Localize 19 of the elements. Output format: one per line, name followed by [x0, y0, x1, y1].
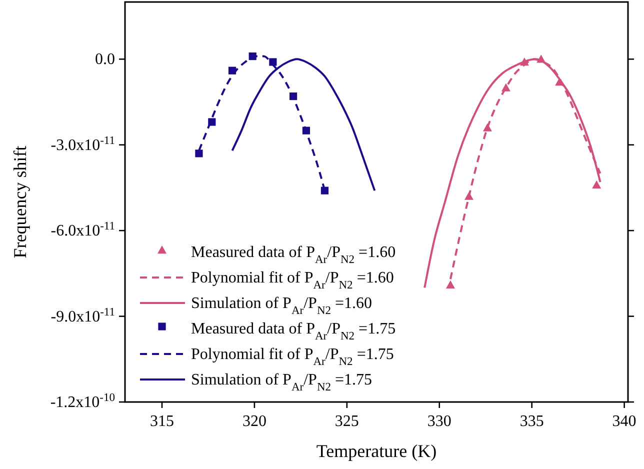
x-tick-label: 315 — [150, 413, 174, 430]
y-axis-title: Frequency shift — [10, 146, 30, 258]
y-tick-label: -6.0x10$^{-11}$ — [50, 220, 116, 240]
x-tick-label: 320 — [242, 413, 266, 430]
x-tick-label: 340 — [612, 413, 636, 430]
x-tick-label: 325 — [334, 413, 359, 430]
y-tick-label: -9.0x10$^{-11}$ — [50, 306, 116, 326]
x-tick-label: 330 — [427, 413, 452, 430]
legend-label: Measured data of P$_{Ar}$/P$_{N2}$ =1.60 — [191, 244, 396, 266]
legend-label: Measured data of P$_{Ar}$/P$_{N2}$ =1.75 — [191, 320, 396, 342]
y-tick-label: -3.0x10$^{-11}$ — [50, 134, 116, 154]
legend-label: Simulation of P$_{Ar}$/P$_{N2}$ =1.75 — [191, 372, 372, 394]
y-tick-label: -1.2x10$^{-10}$ — [50, 392, 116, 411]
legend-label: Polynomial fit of P$_{Ar}$/P$_{N2}$ =1.75 — [191, 346, 394, 368]
y-tick-label: 0.0 — [95, 51, 115, 68]
x-tick-label: 335 — [520, 413, 544, 430]
legend-label: Simulation of P$_{Ar}$/P$_{N2}$ =1.60 — [191, 295, 372, 317]
x-axis-title: Temperature (K) — [316, 441, 437, 461]
legend-label: Polynomial fit of P$_{Ar}$/P$_{N2}$ =1.60 — [191, 270, 394, 292]
